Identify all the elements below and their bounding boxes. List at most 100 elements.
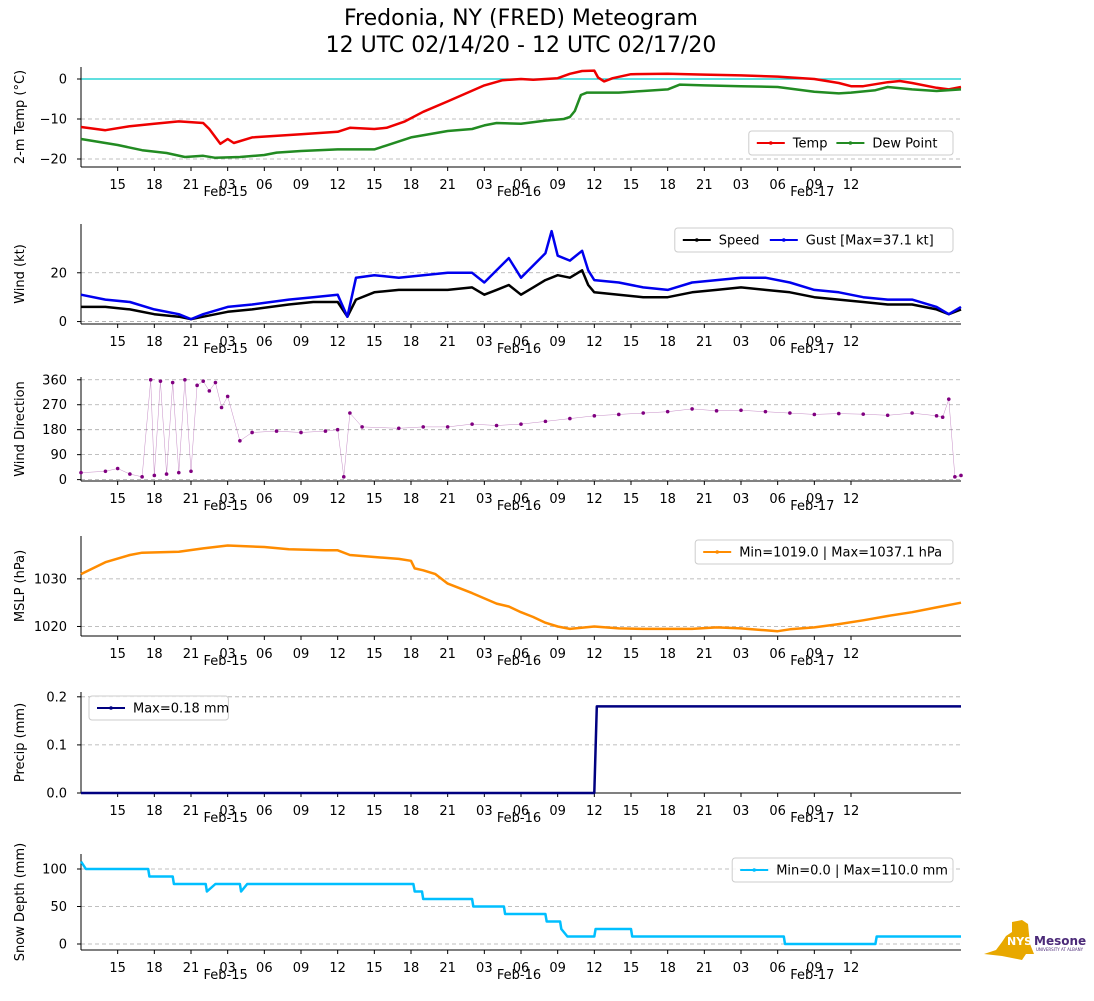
series-line-temp: [80, 69, 962, 146]
x-tick-label: 18: [403, 961, 420, 976]
x-tick-label: 15: [366, 804, 383, 819]
legend-label: Temp: [792, 137, 828, 152]
y-axis-label: Precip (mm): [13, 703, 28, 782]
legend-box: [674, 227, 954, 253]
direction-point: [519, 422, 523, 426]
y-axis-label: Snow Depth (mm): [13, 843, 28, 961]
direction-point: [238, 438, 242, 443]
x-tick-label: 18: [403, 492, 420, 507]
x-tick-label: 06: [256, 178, 273, 193]
y-tick-label: 0.0: [46, 787, 67, 802]
y-tick-label: 180: [42, 423, 67, 438]
x-tick-label: 15: [109, 961, 126, 976]
x-tick-label: 21: [183, 961, 200, 976]
direction-point: [79, 470, 83, 475]
direction-point: [219, 405, 224, 410]
x-tick-label: 03: [219, 961, 236, 976]
x-tick-label: 15: [366, 961, 383, 976]
direction-point: [934, 414, 939, 418]
x-tick-label: 09: [549, 647, 566, 662]
x-tick-label: 18: [659, 961, 676, 976]
x-tick-label: 09: [806, 492, 823, 507]
logo-subtitle-text: UNIVERSITY AT ALBANY: [1036, 947, 1084, 952]
x-tick-label: 21: [439, 804, 456, 819]
direction-point: [445, 425, 450, 429]
direction-point: [225, 394, 230, 399]
x-tick-label: 18: [146, 804, 163, 819]
x-tick-label: 03: [476, 492, 493, 507]
direction-point: [788, 411, 792, 415]
x-tick-label: 12: [329, 961, 346, 976]
direction-point: [836, 411, 841, 416]
x-tick-label: 09: [549, 961, 566, 976]
x-tick-label: 12: [843, 335, 860, 350]
direction-point: [910, 411, 914, 415]
direction-point: [885, 413, 890, 418]
series-line-min=1019.0: [80, 544, 962, 633]
x-tick-label: 21: [696, 961, 713, 976]
series-line-dew: [80, 83, 962, 160]
y-tick-label: 0.2: [46, 690, 67, 705]
x-tick-label: 06: [256, 804, 273, 819]
direction-point: [183, 377, 187, 382]
x-tick-label: 06: [256, 647, 273, 662]
x-tick-label: 12: [329, 647, 346, 662]
legend: Min=1019.0 | Max=1037.1 hPa: [694, 539, 954, 565]
y-tick-label: 270: [42, 398, 67, 413]
y-axis-label: Wind (kt): [13, 244, 28, 304]
direction-point: [641, 411, 646, 415]
x-tick-label: 03: [733, 804, 750, 819]
panel-snow_depth: 100 50 0 15 18 21 03 06 09 12 15 18 21 03 06 09 12 15 18 21…: [13, 843, 961, 983]
y-tick-label: 100: [42, 863, 67, 878]
y-tick-label: −20: [40, 153, 67, 168]
x-tick-label: 06: [513, 961, 530, 976]
x-tick-label: 06: [256, 961, 273, 976]
direction-connector-line: [80, 379, 962, 478]
legend-label: Min=1019.0 | Max=1037.1 hPa: [739, 546, 942, 561]
x-tick-label: 15: [623, 804, 640, 819]
direction-point: [335, 427, 340, 432]
y-tick-label: 1030: [34, 572, 67, 587]
direction-point: [568, 416, 572, 421]
x-tick-label: 21: [439, 492, 456, 507]
direction-point: [592, 414, 597, 418]
legend: Speed Gust [Max=37.1 kt]: [674, 227, 954, 253]
x-tick-label: 09: [549, 492, 566, 507]
x-tick-label: 21: [439, 335, 456, 350]
x-tick-label: 18: [146, 647, 163, 662]
direction-point: [213, 380, 218, 385]
x-tick-label: 06: [513, 804, 530, 819]
x-tick-label: 09: [549, 335, 566, 350]
y-tick-label: −10: [40, 113, 67, 128]
x-date-label: Feb-17: [790, 968, 834, 983]
legend-label: Speed: [719, 234, 760, 249]
x-date-label: Feb-15: [204, 499, 248, 514]
x-tick-label: 21: [183, 492, 200, 507]
direction-point: [164, 472, 169, 476]
chart-title-line-2: 12 UTC 02/14/20 - 12 UTC 02/17/20: [325, 33, 717, 58]
x-tick-label: 03: [733, 961, 750, 976]
direction-point: [189, 469, 193, 474]
direction-point: [421, 425, 426, 429]
x-tick-label: 09: [549, 178, 566, 193]
x-tick-label: 18: [659, 804, 676, 819]
x-tick-label: 09: [549, 804, 566, 819]
x-date-label: Feb-16: [497, 654, 541, 669]
x-tick-label: 18: [403, 178, 420, 193]
x-tick-label: 21: [183, 178, 200, 193]
y-axis-label: Wind Direction: [13, 381, 28, 477]
direction-point: [543, 419, 548, 424]
nys-mesonet-logo: NYS Mesonet UNIVERSITY AT ALBANY: [984, 920, 1086, 960]
x-tick-label: 09: [293, 804, 310, 819]
x-tick-label: 15: [109, 178, 126, 193]
direction-point: [341, 475, 346, 479]
x-tick-label: 03: [476, 804, 493, 819]
y-tick-label: 0: [59, 938, 67, 953]
direction-point: [158, 379, 163, 383]
legend: Max=0.18 mm: [88, 695, 229, 721]
direction-point: [714, 409, 719, 413]
x-tick-label: 06: [256, 335, 273, 350]
x-tick-label: 18: [403, 804, 420, 819]
direction-point: [616, 412, 621, 417]
